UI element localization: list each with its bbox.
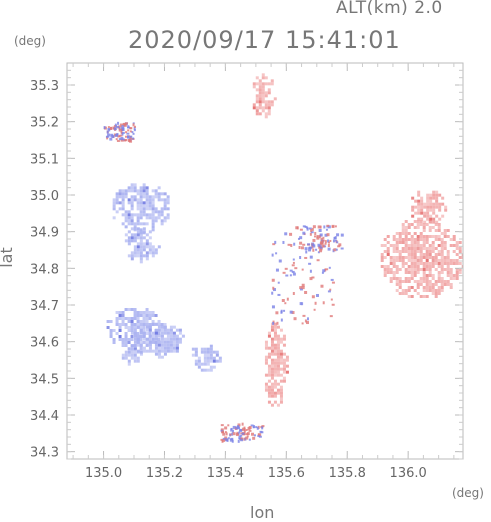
echo-region-approaching [106, 308, 167, 350]
y-tick-label: 35.2 [30, 116, 59, 131]
echo-layer [103, 73, 463, 443]
y-axis-unit: (deg) [14, 34, 46, 48]
echo-region-approaching [112, 183, 170, 235]
echo-speckles [103, 121, 344, 443]
y-axis-ticks: 34.3 34.4 34.5 34.6 34.7 34.8 34.9 35.0 35.1 35.2… [30, 69, 463, 461]
y-tick-label: 34.6 [30, 336, 59, 351]
echo-region-receding [252, 73, 277, 119]
x-axis-label: lon [250, 503, 275, 522]
y-tick-label: 34.3 [30, 446, 59, 461]
x-tick-label: 135.2 [146, 466, 183, 481]
x-tick-label: 135.4 [207, 466, 244, 481]
echo-region-approaching [121, 344, 143, 366]
y-tick-label: 34.8 [30, 262, 59, 277]
y-tick-label: 34.4 [30, 409, 59, 424]
x-axis-unit: (deg) [452, 486, 484, 500]
x-tick-label: 136.0 [390, 466, 427, 481]
y-tick-label: 34.5 [30, 372, 59, 387]
echo-region-approaching [191, 344, 222, 372]
echo-region-approaching [124, 227, 161, 264]
x-tick-label: 135.0 [85, 466, 122, 481]
x-axis-ticks: 135.0 135.2 135.4 135.6 135.8 136.0 [72, 63, 455, 481]
x-tick-label: 135.8 [329, 466, 366, 481]
y-tick-label: 34.7 [30, 299, 59, 314]
y-tick-label: 34.9 [30, 226, 59, 241]
x-tick-label: 135.6 [268, 466, 305, 481]
y-tick-label: 35.0 [30, 189, 59, 204]
echo-region-receding [380, 220, 463, 298]
echo-region-approaching [130, 322, 185, 359]
echo-region-receding [264, 322, 289, 407]
y-tick-label: 35.1 [30, 152, 59, 167]
altitude-label: ALT(km) 2.0 [336, 0, 443, 18]
echo-region-receding [411, 190, 448, 224]
y-tick-label: 35.3 [30, 79, 59, 94]
datetime-title: 2020/09/17 15:41:01 [128, 26, 401, 54]
